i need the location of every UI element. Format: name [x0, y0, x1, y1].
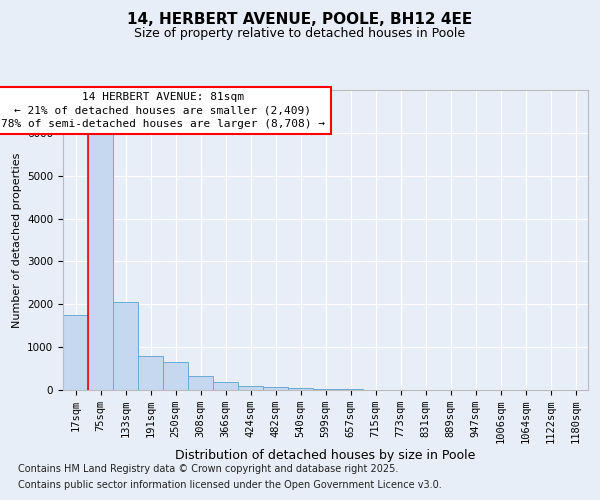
- Bar: [88, 133, 113, 390]
- Bar: [213, 382, 238, 390]
- Text: Contains HM Land Registry data © Crown copyright and database right 2025.: Contains HM Land Registry data © Crown c…: [18, 464, 398, 474]
- Text: 14 HERBERT AVENUE: 81sqm
← 21% of detached houses are smaller (2,409)
78% of sem: 14 HERBERT AVENUE: 81sqm ← 21% of detach…: [1, 92, 325, 128]
- Bar: [288, 388, 313, 390]
- Bar: [63, 315, 88, 390]
- Bar: [188, 376, 213, 390]
- Bar: [238, 386, 263, 390]
- Text: 14, HERBERT AVENUE, POOLE, BH12 4EE: 14, HERBERT AVENUE, POOLE, BH12 4EE: [127, 12, 473, 28]
- Bar: [263, 388, 288, 390]
- Bar: [313, 389, 338, 390]
- Bar: [138, 356, 163, 390]
- Bar: [113, 302, 138, 390]
- Y-axis label: Number of detached properties: Number of detached properties: [11, 152, 22, 328]
- Text: Size of property relative to detached houses in Poole: Size of property relative to detached ho…: [134, 28, 466, 40]
- Text: Contains public sector information licensed under the Open Government Licence v3: Contains public sector information licen…: [18, 480, 442, 490]
- X-axis label: Distribution of detached houses by size in Poole: Distribution of detached houses by size …: [175, 449, 476, 462]
- Bar: [163, 362, 188, 390]
